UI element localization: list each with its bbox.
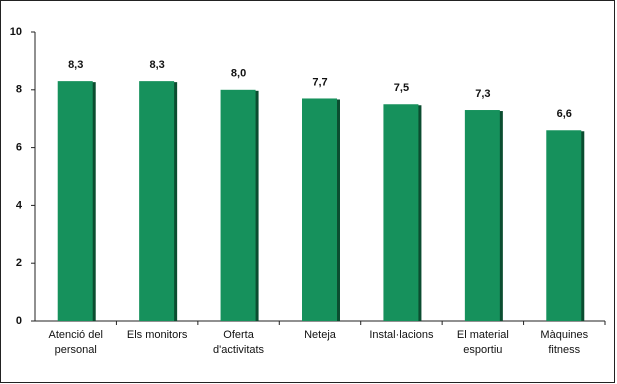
x-tick-label: Neteja bbox=[304, 329, 336, 341]
x-tick-label: Instal·lacions bbox=[369, 329, 434, 341]
x-tick-label: Màquines fitness bbox=[540, 329, 589, 356]
bar bbox=[220, 89, 256, 321]
bar bbox=[302, 98, 337, 321]
x-tick-label: Oferta d'activitats bbox=[213, 329, 265, 356]
value-label: 7,7 bbox=[312, 76, 327, 88]
y-tick-label: 2 bbox=[16, 257, 22, 269]
value-label: 8,3 bbox=[149, 59, 164, 71]
bar bbox=[57, 81, 93, 321]
bar bbox=[464, 110, 500, 321]
x-tick-label: El material esportiu bbox=[456, 329, 509, 356]
bar bbox=[139, 81, 175, 321]
x-tick-label: Els monitors bbox=[126, 329, 188, 341]
y-tick-label: 0 bbox=[16, 315, 22, 327]
y-tick-label: 10 bbox=[10, 26, 22, 38]
y-tick-label: 6 bbox=[16, 142, 22, 154]
bar bbox=[383, 104, 419, 321]
value-label: 8,3 bbox=[68, 59, 83, 71]
value-label: 8,0 bbox=[231, 68, 246, 80]
y-tick-label: 8 bbox=[16, 84, 22, 96]
bar bbox=[546, 130, 582, 321]
y-tick-label: 4 bbox=[16, 199, 23, 211]
value-label: 7,3 bbox=[475, 88, 490, 100]
x-tick-label: Atenció del personal bbox=[48, 329, 103, 356]
value-label: 7,5 bbox=[394, 82, 409, 94]
value-label: 6,6 bbox=[557, 108, 572, 120]
